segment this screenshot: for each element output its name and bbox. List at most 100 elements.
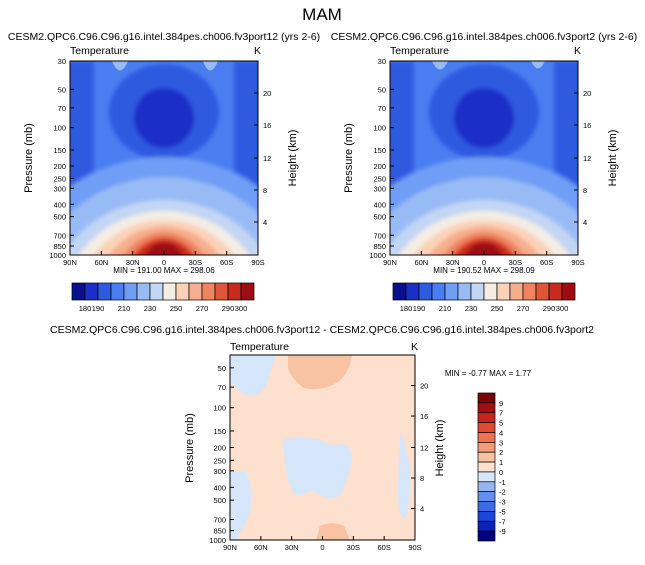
right-x-tick-label: 60N (414, 258, 428, 267)
left-y-axis-right-label: Height (km) (287, 130, 299, 187)
colorbar-label: 270 (196, 304, 209, 313)
diff-y-tick-label: 50 (218, 364, 226, 373)
diff-colorbar-label: 5 (499, 419, 503, 428)
left-x-tick-label: 30N (126, 258, 140, 267)
diff-colorbar-box (477, 461, 496, 473)
colorbar-label: 230 (144, 304, 157, 313)
left-x-tick-label: 0 (162, 258, 166, 267)
right-y-axis-label: Pressure (mb) (343, 123, 355, 193)
left-y-tick-label: 300 (53, 184, 66, 193)
diff-y-axis-right-label: Height (km) (434, 420, 446, 477)
diff-colorbar-box (477, 451, 496, 463)
colorbar-label: 210 (118, 304, 131, 313)
colorbar-box (535, 282, 550, 301)
colorbar-label: 190 (413, 304, 426, 313)
right-y-axis-right-label: Height (km) (607, 130, 619, 187)
colorbar-box (214, 282, 229, 301)
diff-y-tick-label: 150 (213, 427, 226, 436)
diff-colorbar-box (477, 441, 496, 453)
colorbar-label: 250 (491, 304, 504, 313)
colorbar-box (162, 282, 177, 301)
left-left-label: Temperature (70, 45, 129, 57)
diff-y-tick-label: 200 (213, 444, 226, 453)
left-y-tick-label: 70 (58, 104, 66, 113)
diff-colorbar-box (477, 520, 496, 532)
left-y-tick-label: 150 (53, 146, 66, 155)
right-height-tick-label: 12 (583, 154, 591, 163)
colorbar-box (496, 282, 511, 301)
colorbar-box (561, 282, 576, 301)
colorbar-box (418, 282, 433, 301)
right-height-tick-label: 8 (583, 186, 587, 195)
right-height-tick-label: 16 (583, 121, 591, 130)
left-height-tick-label: 20 (263, 89, 271, 98)
right-y-tick-label: 70 (378, 104, 386, 113)
diff-colorbar-box (477, 501, 496, 512)
diff-y-tick-label: 70 (218, 383, 226, 392)
colorbar-label: 270 (517, 304, 530, 313)
colorbar-box (136, 282, 151, 301)
right-y-tick-label: 150 (373, 146, 386, 155)
colorbar-label: 210 (439, 304, 452, 313)
colorbar-label: 290 (222, 304, 235, 313)
colorbar-box (392, 282, 407, 301)
diff-x-tick-label: 90S (408, 543, 421, 552)
diff-axes: 90N 60N 30N 0 30S 60S 90S 50 70 100 150 200 250 300 40… (209, 364, 428, 552)
diff-x-tick-label: 90N (223, 543, 237, 552)
diff-contour-field (230, 355, 415, 540)
right-y-tick-label: 100 (373, 124, 386, 133)
colorbar-box (123, 282, 138, 301)
right-y-tick-label: 50 (378, 85, 386, 94)
diff-colorbar-box (477, 481, 496, 493)
right-y-tick-label: 30 (378, 57, 386, 66)
right-x-tick-label: 60S (540, 258, 553, 267)
panel-diff: CESM2.QPC6.C96.C96.g16.intel.384pes.ch00… (50, 324, 594, 552)
diff-colorbar-label: 9 (499, 399, 503, 408)
right-y-tick-label: 1000 (369, 251, 386, 260)
colorbar-box (227, 282, 242, 301)
diff-colorbar-label: -3 (499, 498, 506, 507)
colorbar-box (149, 282, 164, 301)
left-y-tick-label: 1000 (49, 251, 66, 260)
diff-colorbar-box (477, 422, 496, 433)
right-x-tick-label: 90N (383, 258, 397, 267)
colorbar-label: 180 (79, 304, 92, 313)
diff-height-tick-label: 16 (420, 412, 428, 421)
diff-colorbar-box (477, 511, 496, 522)
colorbar-label: 180 (400, 304, 413, 313)
left-panel-title: CESM2.QPC6.C96.C96.g16.intel.384pes.ch00… (8, 31, 320, 43)
left-y-tick-label: 50 (58, 85, 66, 94)
left-x-tick-label: 90N (63, 258, 77, 267)
diff-y-tick-label: 100 (213, 404, 226, 413)
left-x-tick-label: 60N (94, 258, 108, 267)
left-min-max: MIN = 191.00 MAX = 298.06 (113, 266, 215, 275)
colorbar-box (175, 282, 190, 301)
left-y-tick-label: 700 (53, 231, 66, 240)
diff-height-tick-label: 12 (420, 444, 428, 453)
right-y-tick-label: 850 (373, 242, 386, 251)
right-x-tick-label: 0 (482, 258, 486, 267)
right-axes: 90N 60N 30N 0 30S 60S 90S 30 50 70 100 150 200 250300… (369, 57, 591, 267)
diff-colorbar-box (477, 402, 496, 414)
left-height-tick-label: 12 (263, 154, 271, 163)
right-y-tick-label: 500 (373, 213, 386, 222)
colorbar-box (97, 282, 112, 301)
left-y-axis-label: Pressure (mb) (23, 123, 35, 193)
right-height-tick-label: 4 (583, 218, 587, 227)
diff-colorbar-box (477, 530, 496, 542)
diff-colorbar-box (477, 471, 496, 483)
colorbar-label: 190 (92, 304, 105, 313)
right-right-label: K (574, 45, 581, 57)
colorbar-box (548, 282, 563, 301)
colorbar-box (188, 282, 203, 301)
colorbar-box (84, 282, 99, 301)
colorbar-box (201, 282, 216, 301)
colorbar-box (470, 282, 485, 301)
colorbar-label: 250 (170, 304, 183, 313)
colorbar-box (522, 282, 537, 301)
right-y-tick-label: 300 (373, 184, 386, 193)
diff-x-tick-label: 0 (320, 543, 324, 552)
colorbar-label: 300 (235, 304, 248, 313)
right-y-tick-label: 700 (373, 231, 386, 240)
